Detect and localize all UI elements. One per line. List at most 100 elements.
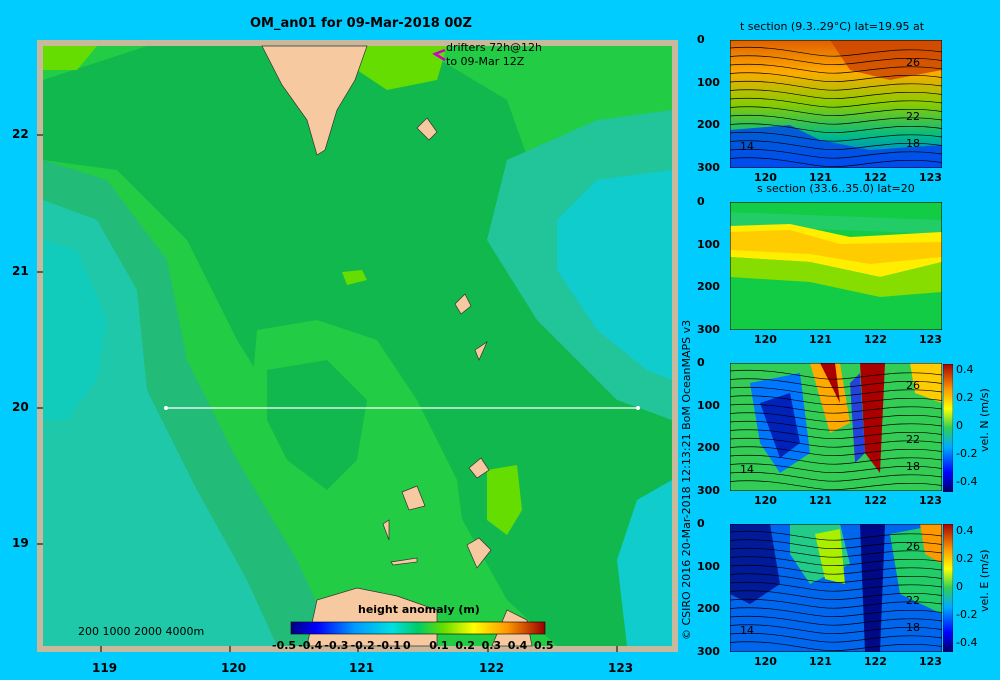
- isotherm-contour: [730, 72, 942, 83]
- section-line-end: [636, 406, 640, 410]
- isotherm-contour: [730, 403, 942, 414]
- contour-label: 14: [740, 624, 754, 637]
- contour-label: 18: [906, 460, 920, 473]
- y-tick-19: 19: [12, 536, 29, 550]
- salt-section-title: s section (33.6..35.0) lat=20: [757, 182, 915, 195]
- salt-section-plot: [730, 202, 942, 330]
- colorbar-tick-label: 0: [403, 639, 411, 652]
- isotherm-contour: [730, 530, 942, 541]
- contour-label: 22: [906, 433, 920, 446]
- colorbar-tick-label: 0.3: [481, 639, 502, 652]
- isotherm-contour: [730, 46, 942, 57]
- veln-colorbar: [943, 364, 953, 492]
- isotherm-contour: [730, 539, 942, 550]
- contour-label: 22: [906, 110, 920, 123]
- x-tick-123: 123: [608, 661, 634, 675]
- vel-colorbar-tick: 0.2: [956, 391, 974, 404]
- isotherm-contour: [730, 131, 942, 142]
- x-tick-120: 120: [221, 661, 247, 675]
- vel-colorbar-tick: 0.2: [956, 552, 974, 565]
- isotherm-contour: [730, 89, 942, 100]
- anomaly-high-nw: [43, 46, 97, 70]
- section-x-tick: 122: [864, 333, 887, 346]
- isotherm-contour: [730, 471, 942, 482]
- section-x-tick: 120: [754, 655, 777, 668]
- colorbar-tick-labels: -0.5 -0.4 -0.3 -0.2 -0.1 0 0.1 0.2 0.3 0.4 0.5: [272, 639, 554, 653]
- section-x-tick: 122: [864, 494, 887, 507]
- section-x-tick: 120: [754, 171, 777, 184]
- isotherm-contour: [730, 556, 942, 567]
- isotherm-contour: [730, 420, 942, 431]
- colorbar-tick-label: -0.5: [272, 639, 297, 652]
- temp-section-title: t section (9.3..29°C) lat=19.95 at: [740, 20, 925, 33]
- isotherm-contour: [730, 369, 942, 380]
- colorbar-tick-label: -0.4: [298, 639, 323, 652]
- land-island-6: [382, 519, 390, 541]
- colorbar-tick-label: -0.3: [324, 639, 349, 652]
- drifter-label-2: to 09-Mar 12Z: [446, 55, 525, 68]
- vele-colorbar: [943, 524, 953, 652]
- vel-colorbar-tick: 0: [956, 580, 963, 593]
- isotherm-contour: [730, 480, 942, 491]
- y-tick-22: 22: [12, 127, 29, 141]
- anomaly-high-center: [342, 270, 367, 285]
- land-island-1: [416, 117, 438, 141]
- vel-colorbar-tick: 0: [956, 419, 963, 432]
- section-y-tick: 200: [697, 118, 720, 132]
- land-taiwan: [261, 45, 368, 156]
- vele-section-plot: [730, 524, 942, 652]
- isotherm-contour: [730, 429, 942, 440]
- isotherm-contour: [730, 378, 942, 389]
- anomaly-high-east: [487, 465, 522, 535]
- x-tick-122: 122: [479, 661, 505, 675]
- isotherm-contour: [730, 97, 942, 108]
- veln-colorbar-label: vel. N (m/s): [978, 388, 991, 452]
- height-colorbar: [290, 621, 546, 635]
- land-island-4: [468, 457, 490, 479]
- isotherm-contour: [730, 590, 942, 601]
- section-x-tick: 122: [864, 655, 887, 668]
- section-y-tick: 0: [697, 356, 705, 369]
- section-x-tick: 123: [919, 333, 942, 346]
- isotherm-contour: [730, 632, 942, 643]
- section-y-tick: 0: [697, 517, 705, 530]
- isotherm-contour: [730, 80, 942, 91]
- section-x-tick: 121: [809, 655, 832, 668]
- credit-text: © CSIRO 2016 20-Mar-2018 12:13:21 BoM Oc…: [680, 319, 693, 640]
- anomaly-zone-west-core: [43, 240, 107, 420]
- section-x-tick: 120: [754, 494, 777, 507]
- drifter-label-1: drifters 72h@12h: [446, 41, 543, 54]
- veln-section-plot: [730, 363, 942, 491]
- map-title: OM_an01 for 09-Mar-2018 00Z: [250, 16, 472, 31]
- section-y-tick: 0: [697, 195, 705, 208]
- y-tick-20: 20: [12, 400, 29, 414]
- isotherm-contour: [730, 581, 942, 592]
- section-y-tick: 300: [697, 161, 720, 174]
- section-x-tick: 122: [864, 171, 887, 184]
- anomaly-zone-east-light: [617, 480, 672, 646]
- section-y-tick: 0: [697, 33, 705, 46]
- contour-label: 14: [740, 463, 754, 476]
- vel-colorbar-tick: -0.2: [956, 447, 978, 460]
- colorbar-tick-label: 0.4: [507, 639, 528, 652]
- land-island-8: [390, 557, 418, 566]
- colorbar-tick-label: 0.1: [429, 639, 449, 652]
- isotherm-contour: [730, 157, 942, 168]
- section-y-tick: 100: [697, 237, 720, 251]
- isotherm-contour: [730, 123, 942, 134]
- anomaly-zone-center-dark: [267, 360, 367, 490]
- isotherm-contour: [730, 607, 942, 618]
- colorbar-tick-label: -0.1: [376, 639, 401, 652]
- drifter-track: [432, 48, 446, 62]
- section-x-tick: 123: [919, 655, 942, 668]
- section-line-start: [164, 406, 168, 410]
- section-x-tick: 121: [809, 333, 832, 346]
- colorbar-title: height anomaly (m): [358, 603, 480, 616]
- isotherm-contour: [730, 412, 942, 423]
- section-x-tick: 120: [754, 333, 777, 346]
- y-tick-21: 21: [12, 264, 29, 278]
- vel-colorbar-tick: -0.2: [956, 608, 978, 621]
- depth-legend: 200 1000 2000 4000m: [78, 625, 205, 638]
- isotherm-contour: [730, 463, 942, 474]
- contour-label: 26: [906, 56, 920, 69]
